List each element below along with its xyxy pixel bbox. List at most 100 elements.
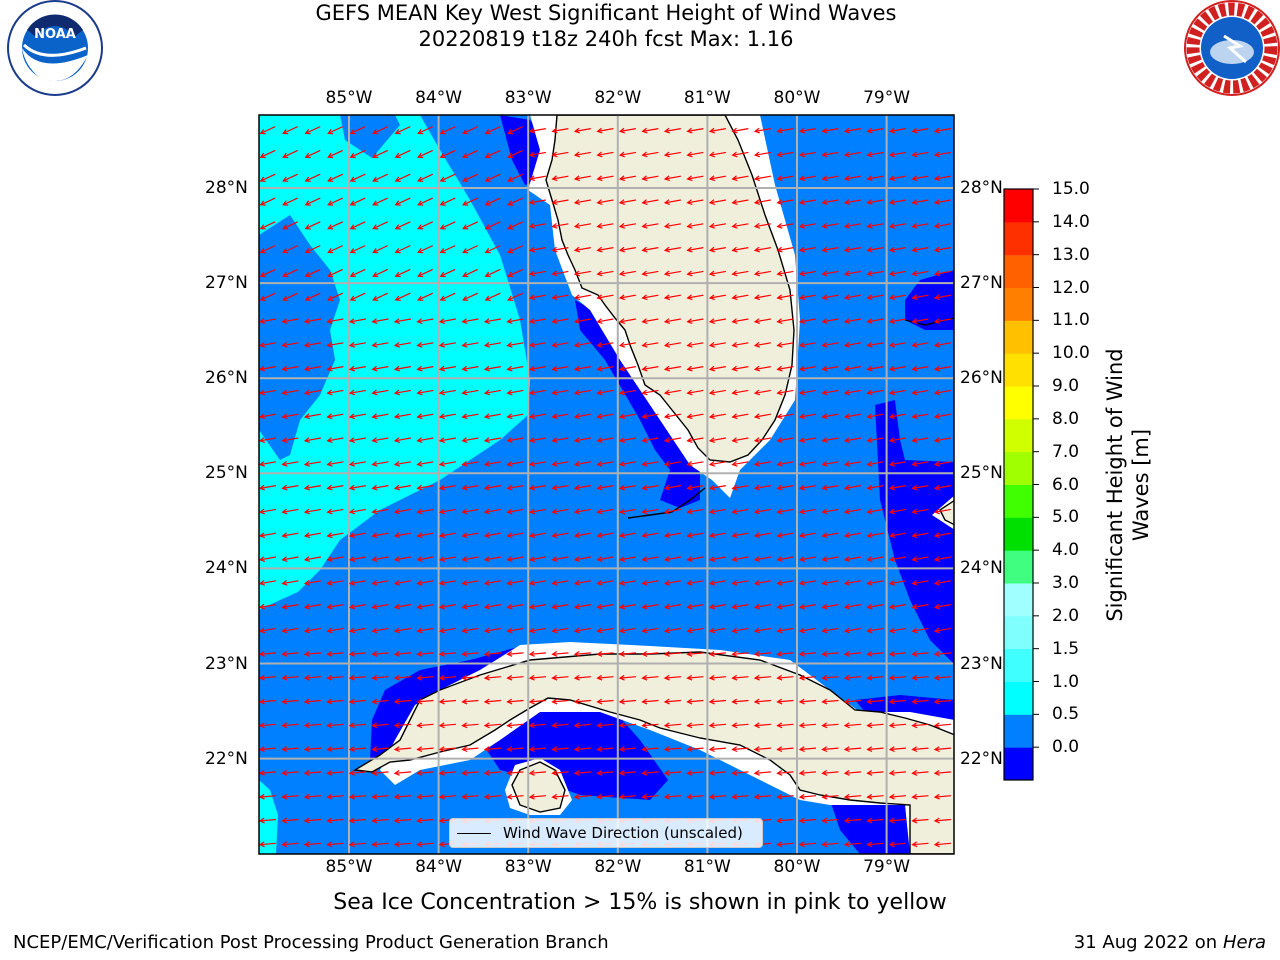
wave-arrow (888, 698, 907, 705)
wave-arrow (663, 365, 681, 372)
wave-arrow (708, 651, 727, 657)
wave-arrow (776, 508, 794, 515)
colorbar-segment (1004, 418, 1033, 453)
land-florida-keys (627, 487, 706, 519)
wave-arrow (282, 149, 299, 159)
wave-arrow (618, 484, 636, 491)
wave-arrow (326, 722, 344, 729)
wave-arrow (528, 389, 546, 396)
wave-arrow (438, 579, 456, 586)
wave-arrow (506, 532, 524, 539)
wave-arrow (888, 437, 906, 443)
wave-arrow (753, 389, 771, 396)
wave-arrow (776, 246, 794, 253)
colorbar-segment (1004, 648, 1033, 682)
wave-arrow (776, 460, 794, 467)
wave-arrow (303, 698, 322, 705)
wave-arrow (394, 197, 411, 206)
lat-tick-right: 23°N (960, 653, 1003, 674)
wave-arrow (326, 627, 344, 634)
wave-arrow (326, 841, 344, 848)
wave-arrow (259, 292, 276, 301)
wave-arrow (798, 817, 817, 824)
wave-arrow (798, 199, 816, 205)
wave-arrow (663, 556, 681, 562)
wave-arrow (843, 698, 862, 705)
wave-arrow (438, 793, 457, 800)
wave-arrow (461, 698, 479, 705)
footer-date-text: 31 Aug 2022 on (1073, 932, 1218, 953)
wave-arrow (888, 199, 906, 205)
wave-arrow (417, 221, 434, 230)
wave-arrow (371, 603, 389, 610)
wave-arrow (821, 627, 839, 634)
wave-arrow (349, 173, 366, 182)
wave-arrow (911, 270, 929, 277)
wave-arrow (686, 793, 704, 800)
wave-arrow (686, 627, 704, 634)
wave-arrow (461, 508, 479, 515)
wave-arrow (507, 292, 524, 301)
wave-arrow (798, 341, 816, 348)
wave-arrow (348, 793, 367, 800)
wave-arrow (888, 484, 906, 491)
wave-arrow (573, 603, 591, 610)
wave-arrow (484, 245, 501, 254)
wave-arrow (866, 746, 884, 753)
wave-arrow (348, 722, 367, 729)
wave-arrow (349, 149, 366, 159)
wave-arrow (417, 197, 434, 206)
wave-arrow (686, 698, 704, 705)
wave-arrow (281, 365, 299, 372)
wave-arrow (259, 126, 276, 135)
wave-arrow (416, 579, 434, 586)
lon-tick-top: 83°W (504, 88, 552, 108)
wave-arrow (641, 389, 659, 396)
wave-arrow (686, 389, 704, 396)
wave-arrow (888, 508, 906, 515)
wave-arrow (663, 222, 681, 229)
wave-arrow (843, 222, 861, 229)
colorbar-tick-label: 15.0 (1052, 179, 1090, 199)
wave-arrow (641, 770, 659, 776)
wave-arrow (371, 817, 389, 824)
wave-arrow (753, 270, 771, 277)
wave-arrow (888, 460, 906, 467)
wave-arrow (866, 175, 884, 182)
wave-arrow (753, 674, 772, 681)
wave-arrow (393, 674, 412, 681)
wave-arrow (506, 556, 524, 562)
wave-arrow (663, 270, 681, 277)
wave-arrow (866, 603, 884, 610)
wave-arrow (911, 484, 929, 491)
wave-arrow (911, 651, 929, 657)
wave-arrow (393, 460, 411, 467)
wave-arrow (843, 318, 861, 324)
wave-arrow (888, 294, 906, 301)
wave-arrow (731, 627, 749, 634)
wave-arrow (393, 508, 411, 515)
wave-arrow (259, 508, 276, 515)
wave-arrow (304, 292, 321, 301)
colorbar-segment (1004, 320, 1033, 354)
wave-arrow (461, 627, 479, 634)
colorbar (1003, 188, 1039, 781)
wave-arrow (551, 603, 569, 610)
wave-arrow (506, 318, 524, 324)
wave-arrow (776, 532, 794, 539)
wave-arrow (798, 270, 816, 277)
wave-arrow (281, 793, 299, 800)
wave-arrow (776, 484, 794, 491)
wave-arrow (303, 841, 322, 848)
wave-arrow (551, 579, 569, 586)
wave-arrow (483, 722, 502, 729)
wave-arrow (551, 222, 569, 229)
wave-arrow (461, 674, 479, 681)
wave-arrow (933, 722, 952, 729)
wave-arrow (416, 746, 434, 753)
wave-arrow (641, 651, 659, 657)
wave-arrow (888, 341, 906, 348)
wave-arrow (573, 127, 591, 134)
wave-arrow (663, 341, 681, 348)
wave-arrow (462, 245, 479, 254)
